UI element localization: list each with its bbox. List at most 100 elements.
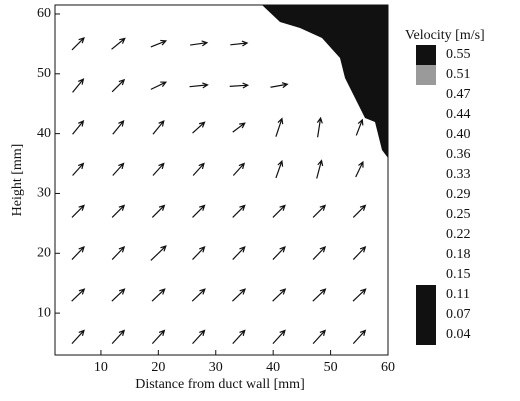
- arrow: [232, 329, 246, 345]
- x-tick-label: 10: [94, 360, 108, 375]
- arrow: [71, 246, 85, 261]
- arrow: [352, 246, 367, 261]
- arrow: [192, 162, 205, 176]
- y-tick-label: 60: [37, 6, 51, 21]
- colorbar-cell: [416, 305, 436, 325]
- arrow: [150, 39, 168, 48]
- arrow: [190, 40, 209, 47]
- colorbar-tick-label: 0.29: [446, 187, 471, 202]
- colorbar-cell: [416, 105, 436, 125]
- x-tick-label: 50: [324, 360, 338, 375]
- arrow: [72, 120, 85, 135]
- arrow: [272, 329, 286, 345]
- colorbar-tick-label: 0.04: [446, 327, 471, 342]
- arrow: [270, 82, 289, 89]
- arrow: [192, 204, 206, 218]
- arrow: [232, 162, 246, 176]
- arrow: [232, 204, 246, 218]
- colorbar-cell: [416, 245, 436, 265]
- arrow: [71, 204, 85, 218]
- arrow: [229, 82, 250, 89]
- colorbar-cell: [416, 145, 436, 165]
- arrow: [312, 329, 327, 345]
- arrow: [111, 204, 126, 218]
- colorbar-cell: [416, 265, 436, 285]
- arrow: [230, 40, 249, 47]
- y-axis-label: Height [mm]: [10, 144, 25, 217]
- colorbar-cell: [416, 165, 436, 185]
- colorbar-tick-label: 0.55: [446, 47, 471, 62]
- arrow: [192, 329, 206, 345]
- arrow: [272, 288, 287, 302]
- y-tick-label: 30: [37, 186, 51, 201]
- arrow: [71, 329, 85, 345]
- arrow: [111, 78, 126, 93]
- colorbar-cell: [416, 285, 436, 305]
- x-axis-label: Distance from duct wall [mm]: [135, 377, 305, 392]
- plot-frame: [54, 4, 389, 356]
- arrow: [232, 246, 246, 261]
- colorbar-tick-label: 0.51: [446, 67, 471, 82]
- arrow: [151, 204, 166, 218]
- arrow: [312, 288, 327, 302]
- colorbar-cell: [416, 185, 436, 205]
- colorbar-label: Velocity [m/s]: [405, 28, 485, 43]
- arrow: [312, 246, 327, 261]
- arrow: [352, 204, 367, 218]
- arrow: [355, 160, 364, 178]
- arrow: [189, 82, 209, 89]
- arrow: [111, 329, 126, 345]
- colorbar-cell: [416, 125, 436, 145]
- arrow: [150, 245, 167, 261]
- colorbar-tick-label: 0.47: [446, 87, 471, 102]
- arrow: [191, 288, 206, 302]
- arrow: [111, 288, 126, 302]
- y-tick-label: 10: [37, 305, 51, 320]
- arrow: [71, 288, 86, 302]
- arrow: [312, 204, 327, 218]
- colorbar-cell: [416, 45, 436, 65]
- y-tick-label: 40: [37, 126, 51, 141]
- colorbar-tick-label: 0.15: [446, 267, 471, 282]
- y-tick-label: 20: [37, 246, 51, 261]
- arrow: [275, 117, 284, 137]
- arrow: [352, 288, 367, 302]
- colorbar-cell: [416, 65, 436, 85]
- arrow: [72, 162, 85, 176]
- arrow: [111, 37, 126, 50]
- y-tick-label: 50: [37, 66, 51, 81]
- arrow: [151, 329, 166, 345]
- x-tick-label: 20: [151, 360, 165, 375]
- colorbar-cell: [416, 85, 436, 105]
- arrow: [112, 162, 125, 176]
- arrow: [272, 204, 286, 218]
- arrow: [152, 120, 165, 135]
- arrow: [192, 121, 206, 134]
- arrow: [111, 246, 126, 261]
- arrow: [316, 159, 324, 179]
- colorbar-cell: [416, 325, 436, 345]
- arrow: [355, 118, 364, 136]
- colorbar-tick-label: 0.18: [446, 247, 471, 262]
- obstacle: [262, 5, 388, 158]
- x-tick-label: 30: [209, 360, 223, 375]
- arrow: [272, 246, 286, 261]
- arrow: [151, 288, 166, 302]
- arrow: [232, 122, 246, 133]
- arrow: [232, 288, 246, 302]
- arrow: [72, 78, 85, 93]
- x-tick-label: 60: [381, 360, 395, 375]
- colorbar-tick-label: 0.22: [446, 227, 471, 242]
- arrow: [275, 159, 284, 179]
- colorbar-tick-label: 0.33: [446, 167, 471, 182]
- colorbar-tick-label: 0.36: [446, 147, 471, 162]
- arrow: [150, 81, 168, 90]
- colorbar-tick-label: 0.44: [446, 107, 471, 122]
- arrow: [152, 162, 165, 176]
- arrow: [352, 329, 367, 345]
- colorbar-cell: [416, 225, 436, 245]
- arrow: [192, 246, 206, 261]
- colorbar-tick-label: 0.40: [446, 127, 471, 142]
- colorbar-tick-label: 0.07: [446, 307, 471, 322]
